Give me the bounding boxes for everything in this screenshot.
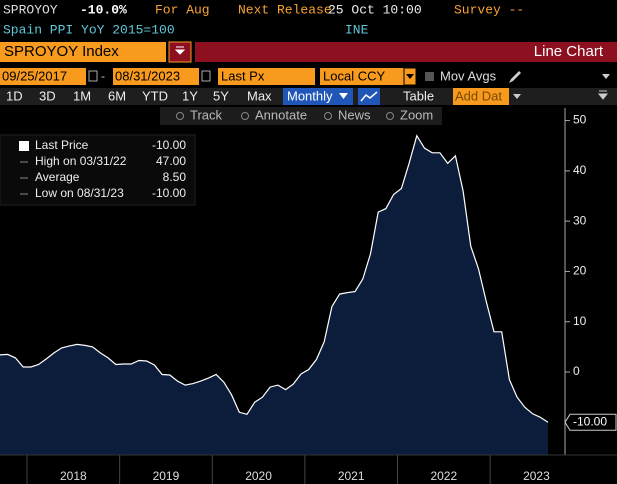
period-button[interactable]: 1Y — [182, 88, 198, 103]
view: Line Chart — [534, 43, 604, 60]
y-tick-label: 10 — [573, 314, 587, 328]
release-label: Next Release — [238, 2, 332, 17]
dash: - — [101, 69, 105, 83]
y-tick-label: 30 — [573, 213, 587, 227]
menu-icon — [174, 46, 186, 55]
source: INE — [345, 22, 369, 37]
field-box[interactable] — [218, 68, 315, 85]
period-button[interactable]: YTD — [142, 88, 168, 103]
survey: Survey -- — [454, 2, 524, 17]
y-tick-label: 0 — [573, 364, 580, 378]
last: -10.0% — [80, 2, 127, 17]
chart-icon — [360, 91, 378, 102]
tools-bar — [160, 107, 442, 125]
line — [0, 134, 549, 423]
period-button[interactable]: Max — [247, 88, 272, 103]
calendar-icon[interactable] — [201, 70, 211, 82]
dropdown-arrow — [406, 74, 414, 79]
period-button[interactable]: 3D — [39, 88, 56, 103]
security-box[interactable] — [0, 42, 166, 62]
period-button[interactable]: 1D — [6, 88, 23, 103]
add-data-box[interactable] — [453, 88, 509, 105]
x-tick-label: 2019 — [153, 469, 180, 483]
tool-icon — [386, 112, 394, 120]
period: For Aug — [155, 2, 210, 17]
x-tick-label: 2018 — [60, 469, 87, 483]
tool-button[interactable]: News — [338, 107, 371, 122]
field: Last Px — [221, 68, 265, 83]
last-value-label: -10.00 — [573, 414, 607, 428]
table-button[interactable]: Table — [403, 88, 434, 103]
x-tick-label: 2023 — [523, 469, 550, 483]
legend-value: -10.00 — [152, 186, 186, 200]
tool-button[interactable]: Track — [190, 107, 223, 122]
description: Spain PPI YoY 2015=100 — [3, 22, 175, 37]
add-data: Add Dat — [455, 88, 502, 103]
currency-box[interactable] — [320, 68, 404, 85]
frequency: Monthly — [287, 88, 333, 103]
last-value-tag — [564, 413, 617, 431]
dropdown-arrow[interactable] — [602, 74, 610, 79]
release-date: 25 Oct 10:00 — [328, 2, 422, 17]
frequency-box[interactable] — [283, 88, 353, 105]
period-button[interactable]: 6M — [108, 88, 126, 103]
mov-avgs: Mov Avgs — [440, 68, 497, 83]
legend-value: 8.50 — [163, 170, 187, 184]
dropdown-arrow — [339, 93, 348, 99]
security: SPROYOY Index — [4, 43, 119, 60]
end-date: 08/31/2023 — [115, 68, 180, 83]
tool-icon — [324, 112, 332, 120]
legend-swatch — [19, 141, 29, 151]
x-tick-label: 2020 — [245, 469, 272, 483]
x-tick-label: 2021 — [338, 469, 365, 483]
dropdown-arrow[interactable] — [597, 90, 609, 100]
legend-label: Last Price — [35, 138, 89, 152]
tool-icon — [241, 112, 249, 120]
legend-value: -10.00 — [152, 138, 186, 152]
x-tick-label: 2022 — [430, 469, 457, 483]
legend-box — [0, 134, 196, 206]
dropdown-arrow[interactable] — [513, 94, 521, 99]
checkbox[interactable] — [425, 72, 434, 81]
ticker: SPROYOY — [3, 2, 58, 17]
area — [0, 135, 548, 455]
start-date: 09/25/2017 — [2, 68, 67, 83]
legend-value: 47.00 — [156, 154, 186, 168]
start-box[interactable] — [0, 68, 86, 85]
legend-label: High on 03/31/22 — [35, 154, 127, 168]
legend-label: Average — [35, 170, 80, 184]
legend-label: Low on 08/31/23 — [35, 186, 124, 200]
view-bar — [195, 42, 617, 62]
tool-icon — [176, 112, 184, 120]
y-tick-label: 50 — [573, 113, 587, 127]
period-button[interactable]: 1M — [73, 88, 91, 103]
currency: Local CCY — [323, 68, 385, 83]
y-tick-label: 40 — [573, 163, 587, 177]
tool-button[interactable]: Annotate — [255, 107, 307, 122]
period-button[interactable]: 5Y — [213, 88, 229, 103]
end-box[interactable] — [113, 68, 199, 85]
tool-button[interactable]: Zoom — [400, 107, 433, 122]
calendar-icon[interactable] — [88, 70, 98, 82]
pencil-icon[interactable] — [509, 71, 521, 83]
y-tick-label: 20 — [573, 264, 587, 278]
